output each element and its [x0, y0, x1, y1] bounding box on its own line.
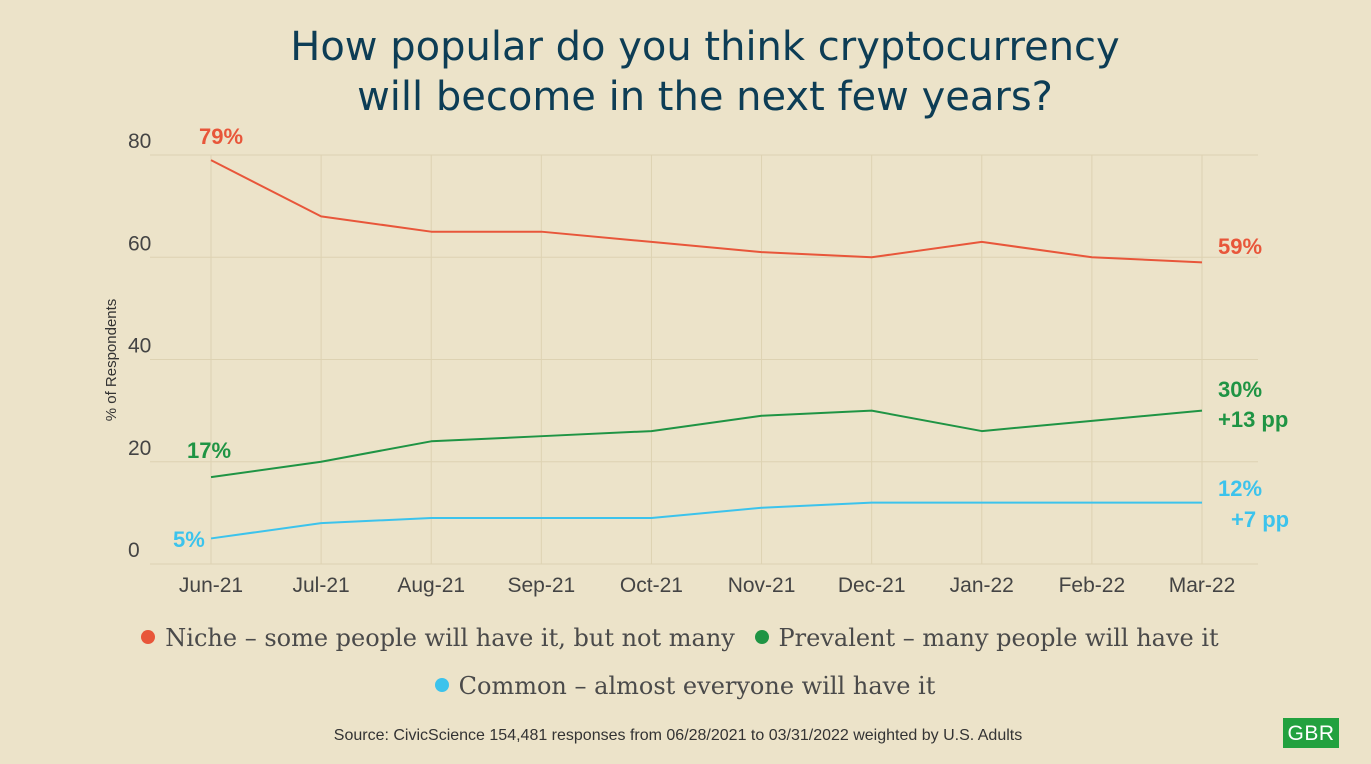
change-label-prevalent: +13 pp [1218, 407, 1288, 432]
legend-label-common: Common – almost everyone will have it [458, 672, 936, 700]
x-tick-label: Oct-21 [620, 574, 683, 597]
legend-label-prevalent: Prevalent – many people will have it [778, 624, 1219, 652]
y-axis-label: % of Respondents [103, 299, 120, 422]
series-line-0 [210, 159, 1203, 264]
line-chart: 0 20 40 60 80 Jun-21 Jul-21 Aug-21 Sep-21 Oct-21 N… [103, 124, 1289, 597]
data-label-niche-end: 59% [1218, 234, 1262, 259]
x-tick-label: Mar-22 [1169, 574, 1236, 597]
legend-dot-niche [141, 630, 156, 644]
data-label-prevalent-start: 17% [187, 438, 231, 463]
x-tick-label: Dec-21 [838, 574, 906, 597]
legend-item-common: Common – almost everyone will have it [434, 672, 936, 700]
x-tick-label: Jan-22 [950, 574, 1014, 597]
gbr-logo: GBR [1283, 718, 1339, 748]
data-label-niche-start: 79% [199, 124, 243, 149]
legend-label-niche: Niche – some people will have it, but no… [165, 624, 735, 652]
legend-dot-common [434, 678, 449, 692]
legend-item-niche: Niche – some people will have it, but no… [141, 624, 735, 652]
chart-title-line-1: How popular do you think cryptocurrency [290, 24, 1120, 70]
series-line-2 [210, 501, 1202, 540]
x-tick-label: Sep-21 [507, 574, 575, 597]
y-tick-label: 20 [128, 437, 151, 460]
y-tick-label: 60 [128, 232, 151, 255]
y-tick-label: 40 [128, 335, 151, 358]
data-label-prevalent-end: 30% [1218, 377, 1262, 402]
data-label-common-end: 12% [1218, 476, 1262, 501]
y-tick-label: 80 [128, 130, 151, 153]
chart-title: How popular do you think cryptocurrency … [0, 22, 1371, 122]
data-label-common-start: 5% [173, 527, 205, 552]
legend-row-2: Common – almost everyone will have it [5, 672, 1365, 700]
x-tick-label: Feb-22 [1059, 574, 1126, 597]
legend-item-prevalent: Prevalent – many people will have it [754, 624, 1219, 652]
series-line-1 [210, 409, 1203, 479]
legend: Niche – some people will have it, but no… [0, 624, 1360, 652]
x-tick-label: Nov-21 [728, 574, 796, 597]
x-tick-label: Jun-21 [179, 574, 243, 597]
source-note: Source: CivicScience 154,481 responses f… [333, 727, 1023, 744]
change-label-common: +7 pp [1231, 507, 1289, 532]
chart-title-line-2: will become in the next few years? [357, 74, 1053, 120]
x-tick-label: Aug-21 [397, 574, 465, 597]
y-tick-label: 0 [128, 539, 140, 562]
x-tick-label: Jul-21 [293, 574, 350, 597]
legend-dot-prevalent [754, 630, 769, 644]
